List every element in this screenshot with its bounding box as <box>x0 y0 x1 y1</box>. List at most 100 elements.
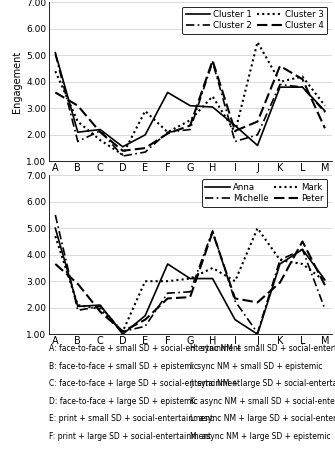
Cluster 3 <box>121 152 125 158</box>
Text: F: print + large SD + social-entertainment: F: print + large SD + social-entertainme… <box>49 432 211 441</box>
Text: H: sync NM + small SD + social-entertainment: H: sync NM + small SD + social-entertain… <box>190 344 335 354</box>
Cluster 1 <box>211 104 215 110</box>
Line: Cluster 1: Cluster 1 <box>55 53 325 147</box>
Cluster 2 <box>165 130 170 135</box>
Mark <box>76 302 80 308</box>
Cluster 4 <box>300 77 305 82</box>
Mark <box>278 257 282 263</box>
Mark <box>211 265 215 271</box>
Michelle <box>278 257 282 263</box>
Text: L: async NM + large SD + social-entertainment: L: async NM + large SD + social-entertai… <box>190 414 335 424</box>
Cluster 4 <box>256 119 260 124</box>
Line: Michelle: Michelle <box>55 215 325 333</box>
Mark <box>165 278 170 284</box>
Cluster 4 <box>121 148 125 154</box>
Michelle <box>256 330 260 336</box>
Peter <box>300 239 305 244</box>
Michelle <box>121 329 125 334</box>
Cluster 3 <box>143 108 147 114</box>
Cluster 2 <box>188 127 192 132</box>
Text: A: face-to-face + small SD + social-entertainment: A: face-to-face + small SD + social-ente… <box>49 344 241 354</box>
Anna <box>98 302 102 308</box>
Anna <box>165 261 170 267</box>
Line: Mark: Mark <box>55 228 325 331</box>
Peter <box>165 296 170 301</box>
Cluster 2 <box>256 132 260 138</box>
Cluster 3 <box>165 130 170 135</box>
Legend: Cluster 1, Cluster 2, Cluster 3, Cluster 4: Cluster 1, Cluster 2, Cluster 3, Cluster… <box>183 6 327 34</box>
Cluster 1 <box>165 89 170 95</box>
Cluster 2 <box>53 51 57 57</box>
Cluster 4 <box>76 103 80 108</box>
Cluster 4 <box>143 145 147 151</box>
Cluster 4 <box>211 58 215 64</box>
Anna <box>323 277 327 283</box>
Mark <box>256 225 260 231</box>
Text: C: face-to-face + large SD + social-entertainment: C: face-to-face + large SD + social-ente… <box>49 379 240 389</box>
Cluster 4 <box>323 125 327 131</box>
Line: Cluster 4: Cluster 4 <box>55 61 325 151</box>
Peter <box>76 281 80 287</box>
Peter <box>211 230 215 235</box>
Text: D: face-to-face + large SD + epistemic: D: face-to-face + large SD + epistemic <box>49 397 197 406</box>
Cluster 4 <box>188 123 192 128</box>
Cluster 1 <box>76 130 80 135</box>
Cluster 4 <box>98 130 102 135</box>
Michelle <box>53 212 57 218</box>
Mark <box>323 278 327 284</box>
Mark <box>188 276 192 281</box>
Mark <box>143 278 147 284</box>
Cluster 1 <box>121 144 125 149</box>
Cluster 2 <box>121 154 125 159</box>
Peter <box>188 295 192 300</box>
Cluster 1 <box>323 108 327 114</box>
Cluster 3 <box>211 94 215 99</box>
Cluster 2 <box>98 128 102 134</box>
Anna <box>211 276 215 281</box>
Cluster 1 <box>143 132 147 138</box>
Michelle <box>211 228 215 234</box>
Peter <box>143 317 147 322</box>
Michelle <box>323 306 327 312</box>
Cluster 1 <box>278 84 282 90</box>
Text: B: face-to-face + small SD + epistemic: B: face-to-face + small SD + epistemic <box>49 362 198 371</box>
Michelle <box>76 307 80 313</box>
Cluster 3 <box>323 103 327 108</box>
Line: Cluster 2: Cluster 2 <box>55 54 325 156</box>
Cluster 2 <box>76 139 80 144</box>
Peter <box>121 329 125 334</box>
Cluster 4 <box>233 128 237 134</box>
Peter <box>53 261 57 267</box>
Cluster 2 <box>233 139 237 144</box>
Michelle <box>300 247 305 252</box>
Legend: Anna, Michelle, Mark, Peter: Anna, Michelle, Mark, Peter <box>202 179 327 207</box>
Anna <box>300 247 305 252</box>
Cluster 3 <box>300 74 305 79</box>
Anna <box>188 276 192 281</box>
Anna <box>143 313 147 319</box>
Cluster 2 <box>143 149 147 155</box>
Line: Anna: Anna <box>55 228 325 334</box>
Cluster 2 <box>278 82 282 87</box>
Michelle <box>165 290 170 296</box>
Peter <box>98 309 102 314</box>
Cluster 1 <box>233 123 237 128</box>
Cluster 3 <box>278 79 282 85</box>
Mark <box>98 306 102 312</box>
Cluster 3 <box>256 39 260 45</box>
Text: K: async NM + small SD + social-entertainment: K: async NM + small SD + social-entertai… <box>190 397 335 406</box>
Cluster 2 <box>211 59 215 65</box>
Cluster 1 <box>188 103 192 108</box>
Cluster 1 <box>53 50 57 55</box>
Anna <box>53 225 57 231</box>
Peter <box>323 283 327 288</box>
Anna <box>121 331 125 337</box>
Text: I: sync NM + small SD + epistemic: I: sync NM + small SD + epistemic <box>190 362 323 371</box>
Cluster 2 <box>300 84 305 90</box>
Peter <box>233 296 237 301</box>
Mark <box>300 261 305 267</box>
Anna <box>233 317 237 322</box>
Cluster 3 <box>98 137 102 143</box>
Cluster 4 <box>278 63 282 69</box>
Text: J: sync NM + large SD + social-entertainment: J: sync NM + large SD + social-entertain… <box>190 379 335 389</box>
